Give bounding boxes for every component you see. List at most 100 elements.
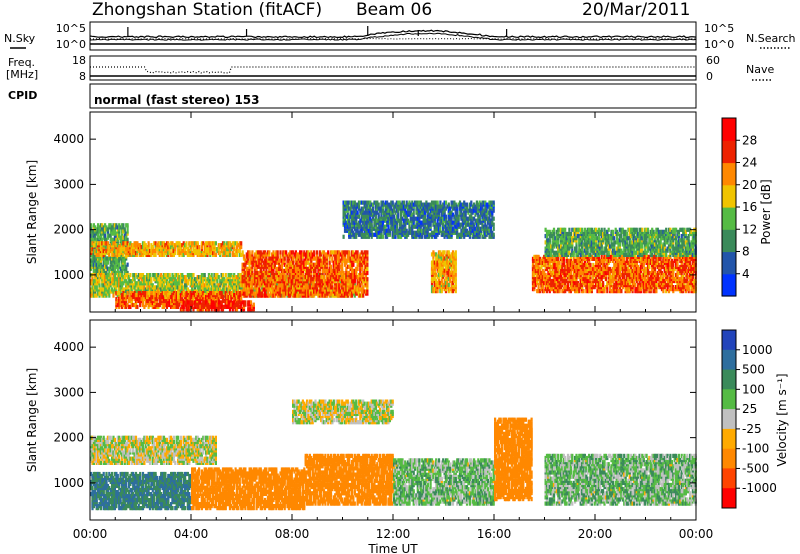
heatmap-cell [167, 302, 170, 308]
heatmap-cell [151, 245, 154, 250]
heatmap-cell [352, 262, 355, 267]
heatmap-cell [136, 304, 139, 309]
heatmap-cell [143, 304, 146, 309]
heatmap-cell [181, 285, 184, 290]
heatmap-cell [217, 250, 220, 256]
heatmap-cell [92, 231, 95, 236]
heatmap-cell [188, 248, 191, 254]
heatmap-cell [133, 291, 136, 296]
heatmap-cell [179, 283, 182, 288]
heatmap-cell [278, 285, 281, 290]
heatmap-cell [220, 273, 223, 278]
heatmap-cell [233, 273, 236, 278]
heatmap-cell [113, 231, 116, 236]
heatmap-cell [141, 241, 145, 246]
heatmap-cell [199, 291, 202, 296]
heatmap-cell [148, 273, 152, 278]
heatmap-cell [151, 291, 154, 296]
heatmap-cell [101, 223, 104, 228]
heatmap-cell [109, 237, 112, 242]
heatmap-cell [108, 273, 111, 278]
heatmap-cell [207, 277, 210, 282]
heatmap-cell [98, 268, 101, 273]
heatmap-cell [99, 264, 102, 269]
heatmap-cell [101, 270, 104, 276]
heatmap-cell [366, 262, 369, 267]
heatmap-cell [269, 273, 272, 278]
freq-tick-bottom: 8 [79, 70, 86, 83]
heatmap-cell [98, 291, 101, 296]
heatmap-cell [240, 241, 243, 246]
heatmap-cell [164, 243, 167, 248]
heatmap-cell [230, 279, 233, 284]
heatmap-cell [118, 252, 121, 257]
heatmap-cell [213, 250, 216, 256]
heatmap-cell [97, 289, 100, 294]
heatmap-cell [127, 296, 131, 302]
heatmap-cell [95, 248, 98, 254]
heatmap-cell [224, 248, 227, 254]
heatmap-cell [122, 235, 125, 240]
heatmap-cell [139, 291, 142, 296]
heatmap-cell [137, 291, 140, 296]
heatmap-cell [133, 285, 136, 290]
heatmap-cell [119, 256, 122, 261]
heatmap-cell [140, 273, 143, 278]
heatmap-cell [113, 287, 116, 292]
heatmap-cell [90, 233, 93, 238]
cpid-text: normal (fast stereo) 153 [94, 93, 260, 107]
heatmap-cell [341, 266, 344, 271]
heatmap-cell [150, 277, 153, 282]
heatmap-cell [454, 266, 457, 271]
heatmap-cell [98, 229, 101, 234]
heatmap-cell [210, 277, 213, 282]
heatmap-cell [155, 279, 159, 284]
heatmap-cell [115, 237, 118, 242]
heatmap-cell [148, 281, 152, 286]
heatmap-cell [122, 266, 125, 271]
heatmap-cell [261, 285, 264, 290]
heatmap-cell [91, 237, 94, 242]
heatmap-cell [102, 241, 105, 246]
heatmap-cell [348, 250, 351, 255]
heatmap-cell [109, 233, 112, 238]
heatmap-cell [111, 277, 114, 282]
heatmap-cell [153, 294, 156, 300]
heatmap-cell [226, 250, 229, 256]
heatmap-cell [217, 243, 220, 248]
heatmap-cell [92, 268, 95, 273]
nsearch-tick-top: 10^5 [704, 22, 734, 35]
heatmap-cell [115, 264, 118, 269]
heatmap-cell [104, 223, 107, 228]
heatmap-cell [153, 252, 156, 257]
heatmap-cell [205, 283, 208, 288]
heatmap-cell [125, 231, 128, 236]
heatmap-cell [97, 229, 100, 234]
heatmap-cell [92, 233, 95, 238]
heatmap-cell [582, 289, 585, 294]
heatmap-cell [164, 302, 167, 308]
heatmap-cell [98, 225, 101, 230]
heatmap-cell [240, 252, 243, 257]
heatmap-cell [203, 296, 206, 302]
heatmap-cell [165, 291, 168, 296]
heatmap-cell [148, 293, 152, 298]
heatmap-cell [220, 291, 223, 296]
heatmap-cell [447, 250, 450, 255]
heatmap-cell [120, 293, 124, 298]
heatmap-cell [160, 247, 163, 252]
heatmap-cell [141, 285, 145, 290]
heatmap-cell [181, 273, 184, 278]
heatmap-cell [126, 223, 129, 228]
heatmap-cell [113, 264, 116, 269]
heatmap-cell [118, 300, 121, 306]
heatmap-cell [177, 281, 180, 286]
heatmap-cell [196, 241, 199, 246]
heatmap-cell [315, 250, 318, 255]
heatmap-cell [150, 247, 153, 252]
heatmap-cell [146, 285, 149, 290]
heatmap-cell [184, 243, 187, 248]
heatmap-cell [248, 277, 251, 282]
heatmap-cell [105, 260, 108, 265]
heatmap-cell [209, 287, 212, 292]
